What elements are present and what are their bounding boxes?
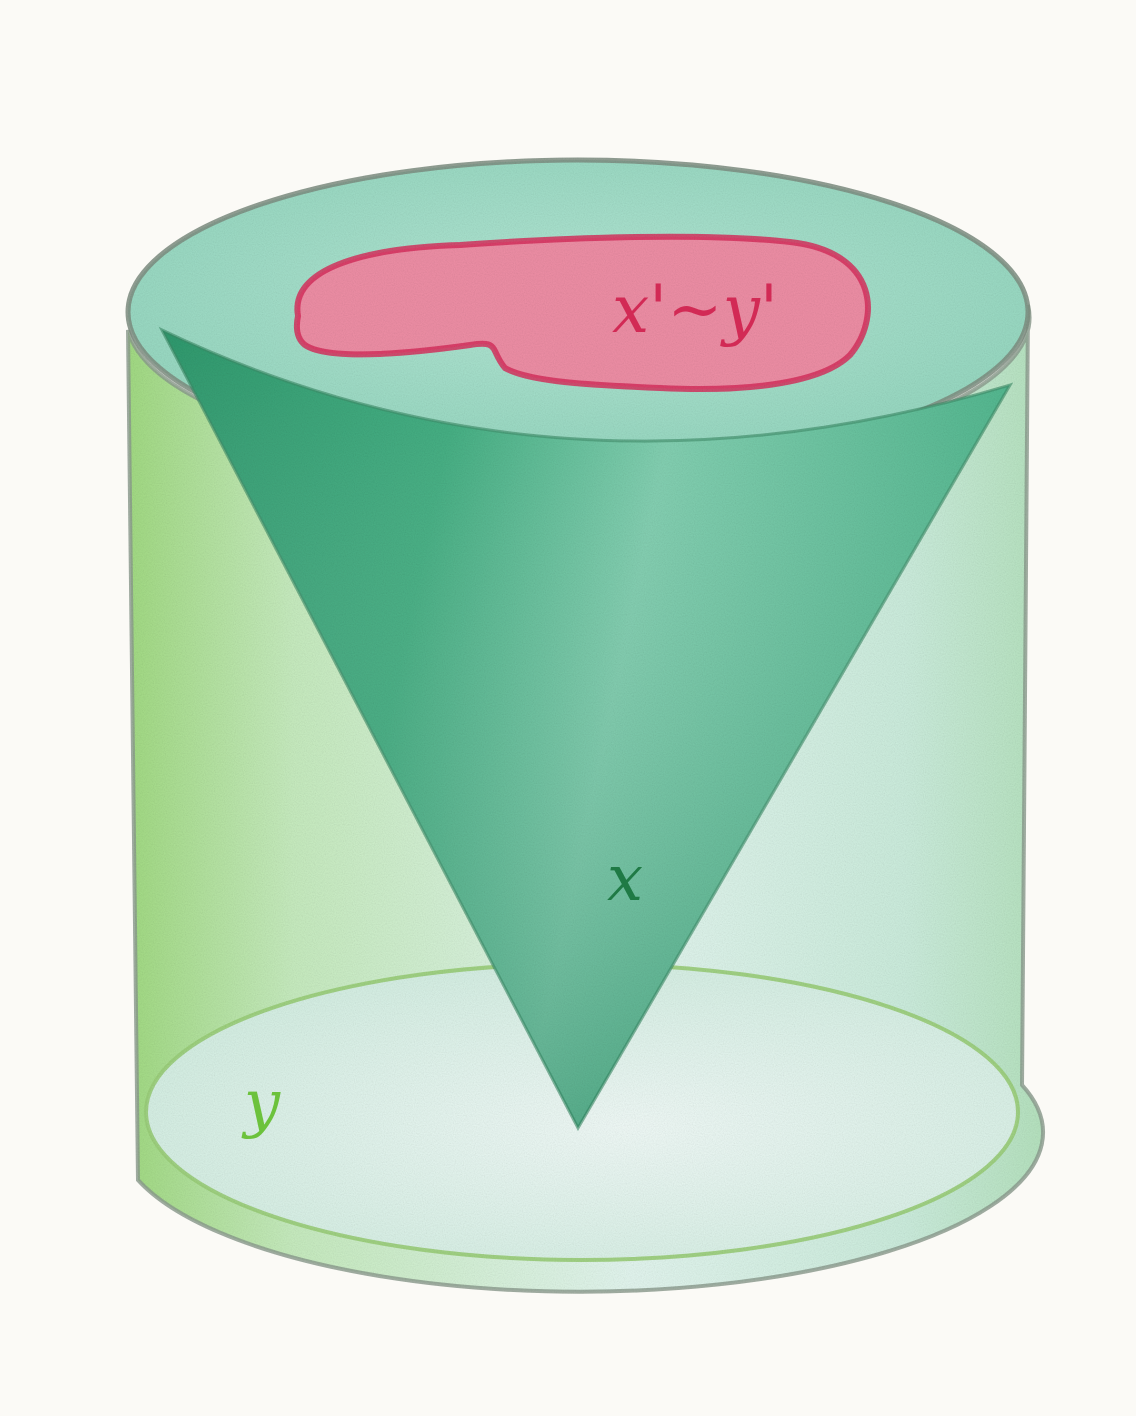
cone-shading [162,330,1010,1128]
pink-region [293,233,871,392]
cone-label: x [607,842,643,916]
region-label: x'~y' [612,271,778,348]
cylinder-label: y [241,1067,281,1141]
